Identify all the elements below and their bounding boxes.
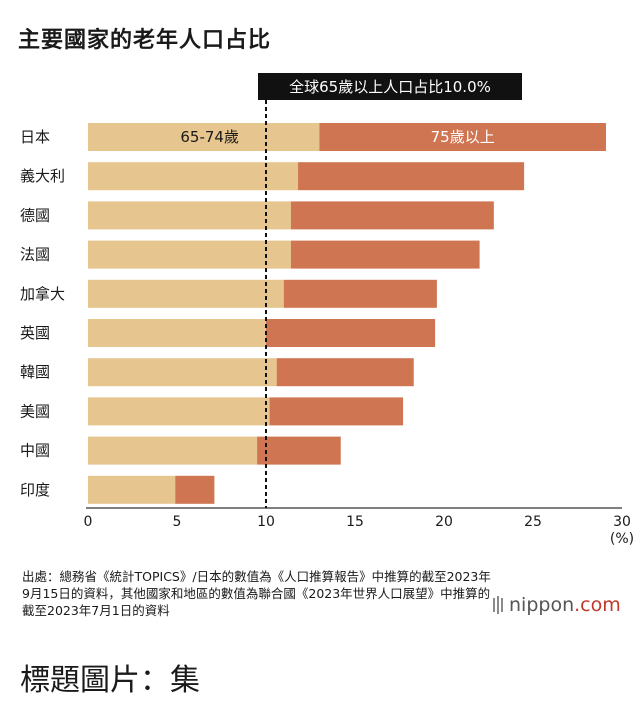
series-label-65-74: 65-74歲 [180, 128, 239, 146]
bar-segment-75-plus [276, 358, 414, 387]
bar-segment-65-74 [88, 279, 284, 308]
brand-name: nippon [509, 594, 575, 616]
x-tick-label: 30 [613, 514, 631, 530]
bar-segment-65-74 [88, 319, 266, 347]
bar-segment-65-74 [88, 162, 299, 191]
category-label: 法國 [20, 246, 50, 264]
bar-segment-75-plus [175, 475, 215, 504]
source-note: 出處：總務省《統計TOPICS》/日本的數值為《人口推算報告》中推算的截至202… [22, 569, 491, 618]
category-label: 德國 [20, 206, 50, 224]
x-tick-label: 20 [435, 514, 453, 530]
bar-segment-65-74 [88, 123, 320, 151]
bar-segment-75-plus [290, 240, 480, 269]
bar-segment-75-plus [283, 279, 437, 308]
x-tick-label: 0 [84, 514, 93, 530]
bar-segment-65-74 [88, 201, 291, 230]
x-axis-unit: (%) [610, 531, 634, 547]
x-tick-label: 5 [173, 514, 182, 530]
category-label: 義大利 [20, 167, 65, 185]
bar-segment-75-plus [266, 319, 436, 347]
brand-suffix: .com [574, 594, 621, 616]
bar-segment-65-74 [88, 240, 291, 269]
bar-segment-65-74 [88, 397, 270, 426]
bar-segment-65-74 [88, 475, 176, 504]
x-tick-label: 25 [524, 514, 542, 530]
nippon-logo: nippon .com [493, 594, 621, 616]
chart-title: 主要國家的老年人口占比 [18, 28, 272, 53]
bar-segment-75-plus [298, 162, 525, 191]
category-label: 英國 [20, 324, 50, 342]
bar-segment-75-plus [257, 436, 341, 465]
category-label: 美國 [20, 402, 50, 420]
category-label: 日本 [20, 128, 50, 146]
bar-segment-75-plus [319, 123, 606, 151]
bar-segment-75-plus [269, 397, 404, 426]
image-caption: 標題圖片：集 [20, 663, 200, 698]
category-label: 加拿大 [20, 285, 65, 303]
x-tick-label: 10 [257, 514, 275, 530]
reference-label-box [258, 73, 522, 100]
category-label: 印度 [20, 481, 50, 499]
bar-segment-65-74 [88, 436, 258, 465]
reference-label: 全球65歲以上人口占比10.0% [289, 78, 491, 96]
bar-segment-75-plus [290, 201, 494, 230]
series-label-75-plus: 75歲以上 [431, 128, 495, 146]
category-label: 中國 [20, 442, 50, 460]
category-label: 韓國 [20, 363, 50, 381]
nippon-logo-icon [493, 596, 503, 614]
bar-segment-65-74 [88, 358, 277, 387]
x-tick-label: 15 [346, 514, 364, 530]
